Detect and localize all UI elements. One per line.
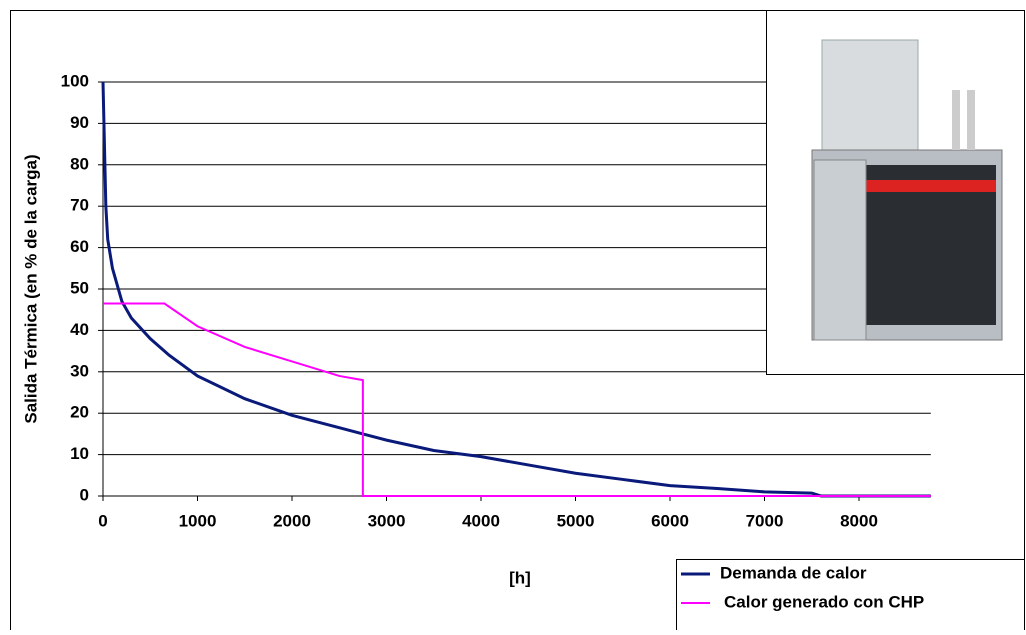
machine-pipe bbox=[866, 180, 996, 192]
legend-frame bbox=[676, 559, 1025, 635]
legend-label: Calor generado con CHP bbox=[724, 592, 924, 611]
y-tick-label: 20 bbox=[70, 403, 89, 422]
series-line bbox=[101, 81, 931, 498]
photo-inset bbox=[766, 10, 1025, 375]
control-box bbox=[821, 39, 919, 159]
y-tick-label: 50 bbox=[70, 278, 89, 297]
legend-label: Demanda de calor bbox=[720, 563, 867, 582]
x-tick-label: 0 bbox=[98, 511, 107, 530]
y-axis-label: Salida Térmica (en % de la carga) bbox=[21, 154, 40, 423]
machine-door bbox=[813, 159, 867, 341]
x-tick-label: 6000 bbox=[651, 511, 689, 530]
x-axis-label: [h] bbox=[509, 568, 531, 587]
machine-exhaust bbox=[952, 90, 960, 150]
legend: Demanda de calor Calor generado con CHP bbox=[681, 563, 924, 611]
x-tick-label: 3000 bbox=[368, 511, 406, 530]
x-tick-label: 8000 bbox=[840, 511, 878, 530]
y-tick-label: 30 bbox=[70, 361, 89, 380]
y-tick-label: 90 bbox=[70, 113, 89, 132]
y-tick-label: 40 bbox=[70, 320, 89, 339]
x-tick-label: 2000 bbox=[273, 511, 311, 530]
y-tick-label: 100 bbox=[61, 71, 89, 90]
x-tick-label: 5000 bbox=[557, 511, 595, 530]
y-tick-label: 10 bbox=[70, 444, 89, 463]
y-tick-label: 80 bbox=[70, 154, 89, 173]
x-tick-label: 4000 bbox=[462, 511, 500, 530]
y-tick-label: 0 bbox=[80, 485, 89, 504]
series-line bbox=[103, 302, 931, 497]
y-tick-label: 70 bbox=[70, 196, 89, 215]
machine-exhaust bbox=[967, 90, 975, 150]
y-tick-label: 60 bbox=[70, 237, 89, 256]
x-tick-label: 7000 bbox=[746, 511, 784, 530]
x-tick-label: 1000 bbox=[179, 511, 217, 530]
